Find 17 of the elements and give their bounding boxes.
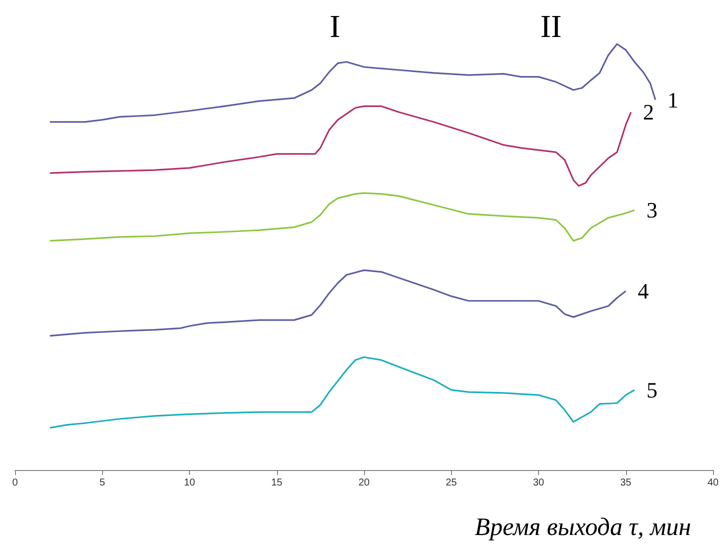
x-tick-label: 25 (446, 478, 458, 488)
x-tick-label: 10 (184, 478, 196, 488)
x-tick-label: 15 (271, 478, 283, 488)
annotation: I (330, 8, 340, 44)
x-tick-label: 5 (99, 478, 106, 488)
series-label: 2 (642, 100, 654, 125)
series-label: 3 (646, 198, 658, 223)
series-label: 4 (638, 278, 649, 304)
x-tick-label: 35 (620, 478, 632, 488)
x-axis-title: Время выхода τ, мин (474, 514, 691, 541)
annotation: II (540, 8, 562, 44)
series-label: 1 (667, 87, 678, 112)
x-tick-label: 0 (12, 478, 18, 488)
x-tick-label: 40 (707, 478, 719, 488)
x-tick-label: 20 (358, 478, 370, 488)
x-tick-label: 30 (532, 478, 544, 488)
series-label: 5 (646, 377, 658, 402)
